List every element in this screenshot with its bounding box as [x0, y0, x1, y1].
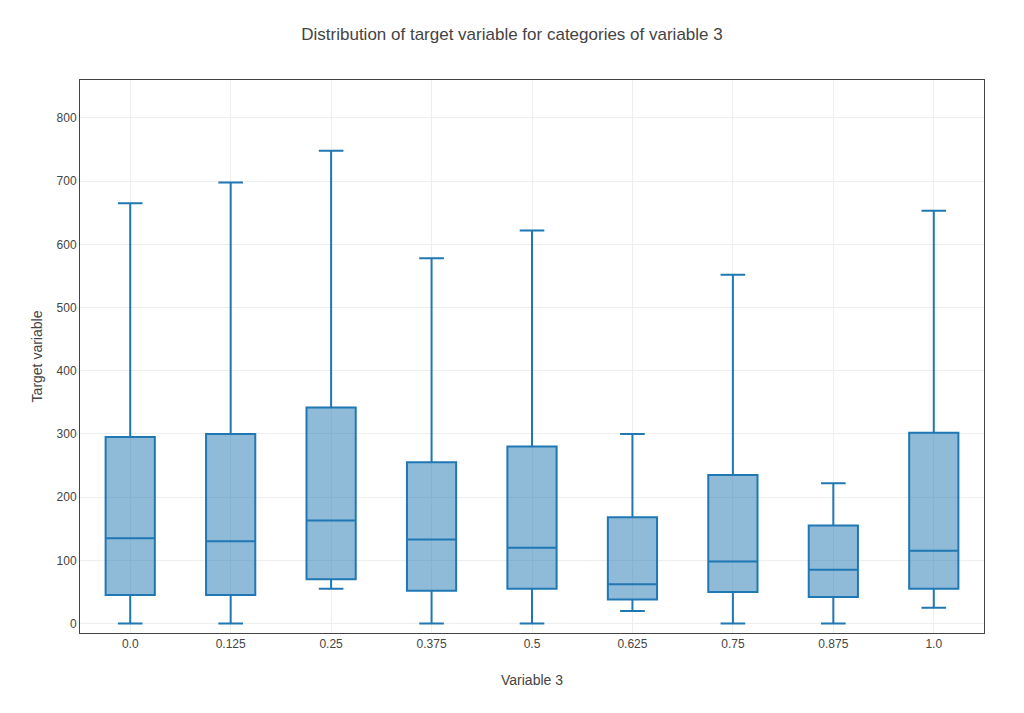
svg-text:500: 500	[57, 301, 77, 315]
svg-text:800: 800	[57, 111, 77, 125]
svg-text:Distribution of target variabl: Distribution of target variable for cate…	[301, 25, 722, 44]
svg-text:100: 100	[57, 554, 77, 568]
svg-text:Variable 3: Variable 3	[501, 672, 563, 688]
svg-text:0.5: 0.5	[524, 637, 541, 651]
svg-text:0.0: 0.0	[122, 637, 139, 651]
svg-text:0.375: 0.375	[417, 637, 447, 651]
svg-text:0.75: 0.75	[721, 637, 745, 651]
svg-text:400: 400	[57, 364, 77, 378]
svg-text:0.125: 0.125	[216, 637, 246, 651]
svg-text:0.625: 0.625	[617, 637, 647, 651]
svg-text:700: 700	[57, 174, 77, 188]
svg-text:0.25: 0.25	[319, 637, 343, 651]
svg-text:Target variable: Target variable	[29, 310, 45, 402]
svg-text:0.875: 0.875	[818, 637, 848, 651]
svg-text:200: 200	[57, 490, 77, 504]
svg-text:0: 0	[70, 617, 77, 631]
svg-text:300: 300	[57, 427, 77, 441]
svg-text:600: 600	[57, 238, 77, 252]
svg-text:1.0: 1.0	[925, 637, 942, 651]
